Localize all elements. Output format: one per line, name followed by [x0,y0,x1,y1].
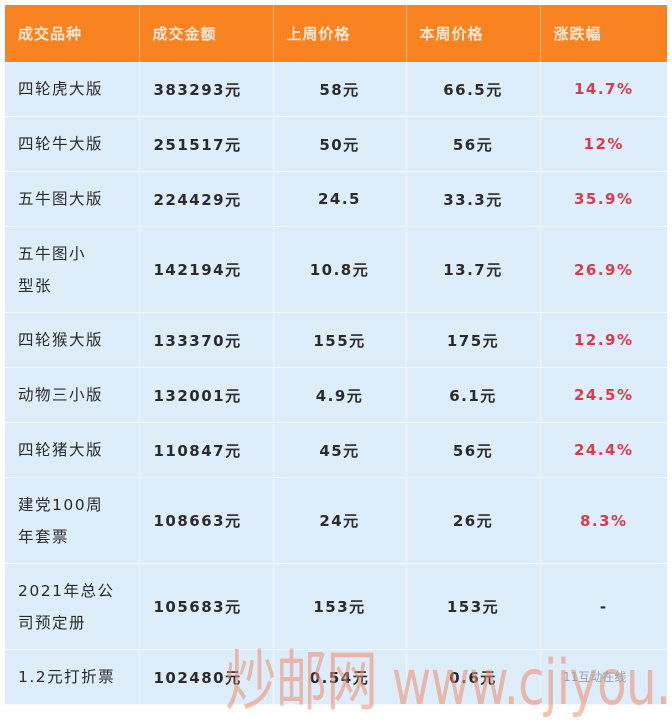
cell-this-week: 175元 [406,312,541,368]
cell-change: 12% [540,116,667,172]
cell-last-week: 58元 [273,62,407,117]
cell-this-week: 33.3元 [406,171,541,227]
cell-change: 24.5% [540,367,667,423]
cell-change: - [540,563,667,650]
cell-amount: 132001元 [139,367,274,423]
header-row: 成交品种 成交金额 上周价格 本周价格 涨跌幅 [5,5,667,62]
cell-this-week: 66.5元 [406,62,541,117]
table-row: 五牛图小型张 142194元 10.8元 13.7元 26.9% [5,226,667,313]
table-row: 1.2元打折票 102480元 0.54元 0.6元 [5,649,667,705]
cell-this-week: 13.7元 [406,226,541,313]
cell-name: 建党100周年套票 [5,477,140,564]
header-variety: 成交品种 [5,5,140,62]
header-this-week-price: 本周价格 [406,5,541,62]
cell-amount: 383293元 [139,62,274,117]
cell-name: 2021年总公司预定册 [5,563,140,650]
cell-this-week: 153元 [406,563,541,650]
cell-amount: 133370元 [139,312,274,368]
cell-last-week: 50元 [273,116,407,172]
cell-last-week: 0.54元 [273,649,407,705]
header-change: 涨跌幅 [540,5,667,62]
cell-this-week: 26元 [406,477,541,564]
table-row: 建党100周年套票 108663元 24元 26元 8.3% [5,477,667,564]
cell-change: 14.7% [540,62,667,117]
cell-last-week: 153元 [273,563,407,650]
table-row: 四轮牛大版 251517元 50元 56元 12% [5,116,667,172]
cell-amount: 224429元 [139,171,274,227]
cell-amount: 142194元 [139,226,274,313]
cell-name: 四轮虎大版 [5,62,140,117]
header-last-week-price: 上周价格 [273,5,407,62]
cell-last-week: 24元 [273,477,407,564]
auction-results-table: 成交品种 成交金额 上周价格 本周价格 涨跌幅 四轮虎大版 383293元 58… [5,5,667,705]
cell-change: 12.9% [540,312,667,368]
cell-this-week: 0.6元 [406,649,541,705]
cell-this-week: 56元 [406,116,541,172]
table-row: 动物三小版 132001元 4.9元 6.1元 24.5% [5,367,667,423]
cell-name: 四轮牛大版 [5,116,140,172]
cell-name: 四轮猴大版 [5,312,140,368]
table-row: 2021年总公司预定册 105683元 153元 153元 - [5,563,667,650]
cell-last-week: 24.5 [273,171,407,227]
cell-change: 24.4% [540,422,667,478]
cell-this-week: 6.1元 [406,367,541,423]
cell-amount: 110847元 [139,422,274,478]
table-row: 四轮猪大版 110847元 45元 56元 24.4% [5,422,667,478]
cell-last-week: 45元 [273,422,407,478]
cell-name: 1.2元打折票 [5,649,140,705]
cell-last-week: 155元 [273,312,407,368]
cell-name: 动物三小版 [5,367,140,423]
cell-this-week: 56元 [406,422,541,478]
cell-change: 8.3% [540,477,667,564]
cell-change [540,649,667,705]
table-row: 四轮猴大版 133370元 155元 175元 12.9% [5,312,667,368]
cell-amount: 102480元 [139,649,274,705]
cell-amount: 251517元 [139,116,274,172]
cell-last-week: 4.9元 [273,367,407,423]
cell-amount: 108663元 [139,477,274,564]
cell-name: 四轮猪大版 [5,422,140,478]
cell-change: 35.9% [540,171,667,227]
table-row: 四轮虎大版 383293元 58元 66.5元 14.7% [5,62,667,117]
header-amount: 成交金额 [139,5,274,62]
cell-name: 五牛图小型张 [5,226,140,313]
table-row: 五牛图大版 224429元 24.5 33.3元 35.9% [5,171,667,227]
cell-amount: 105683元 [139,563,274,650]
cell-name: 五牛图大版 [5,171,140,227]
cell-last-week: 10.8元 [273,226,407,313]
cell-change: 26.9% [540,226,667,313]
source-tag: 11互动在线 [563,670,627,684]
